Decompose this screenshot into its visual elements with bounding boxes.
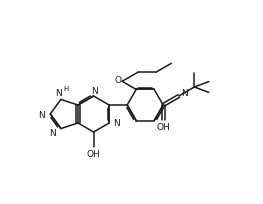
Text: H: H [63, 86, 68, 92]
Text: OH: OH [156, 123, 170, 132]
Text: N: N [113, 120, 120, 129]
Text: N: N [181, 90, 188, 99]
Text: N: N [38, 111, 45, 120]
Text: N: N [91, 86, 98, 95]
Text: O: O [115, 76, 122, 85]
Text: N: N [49, 129, 56, 138]
Text: N: N [55, 89, 62, 98]
Text: OH: OH [87, 150, 100, 159]
